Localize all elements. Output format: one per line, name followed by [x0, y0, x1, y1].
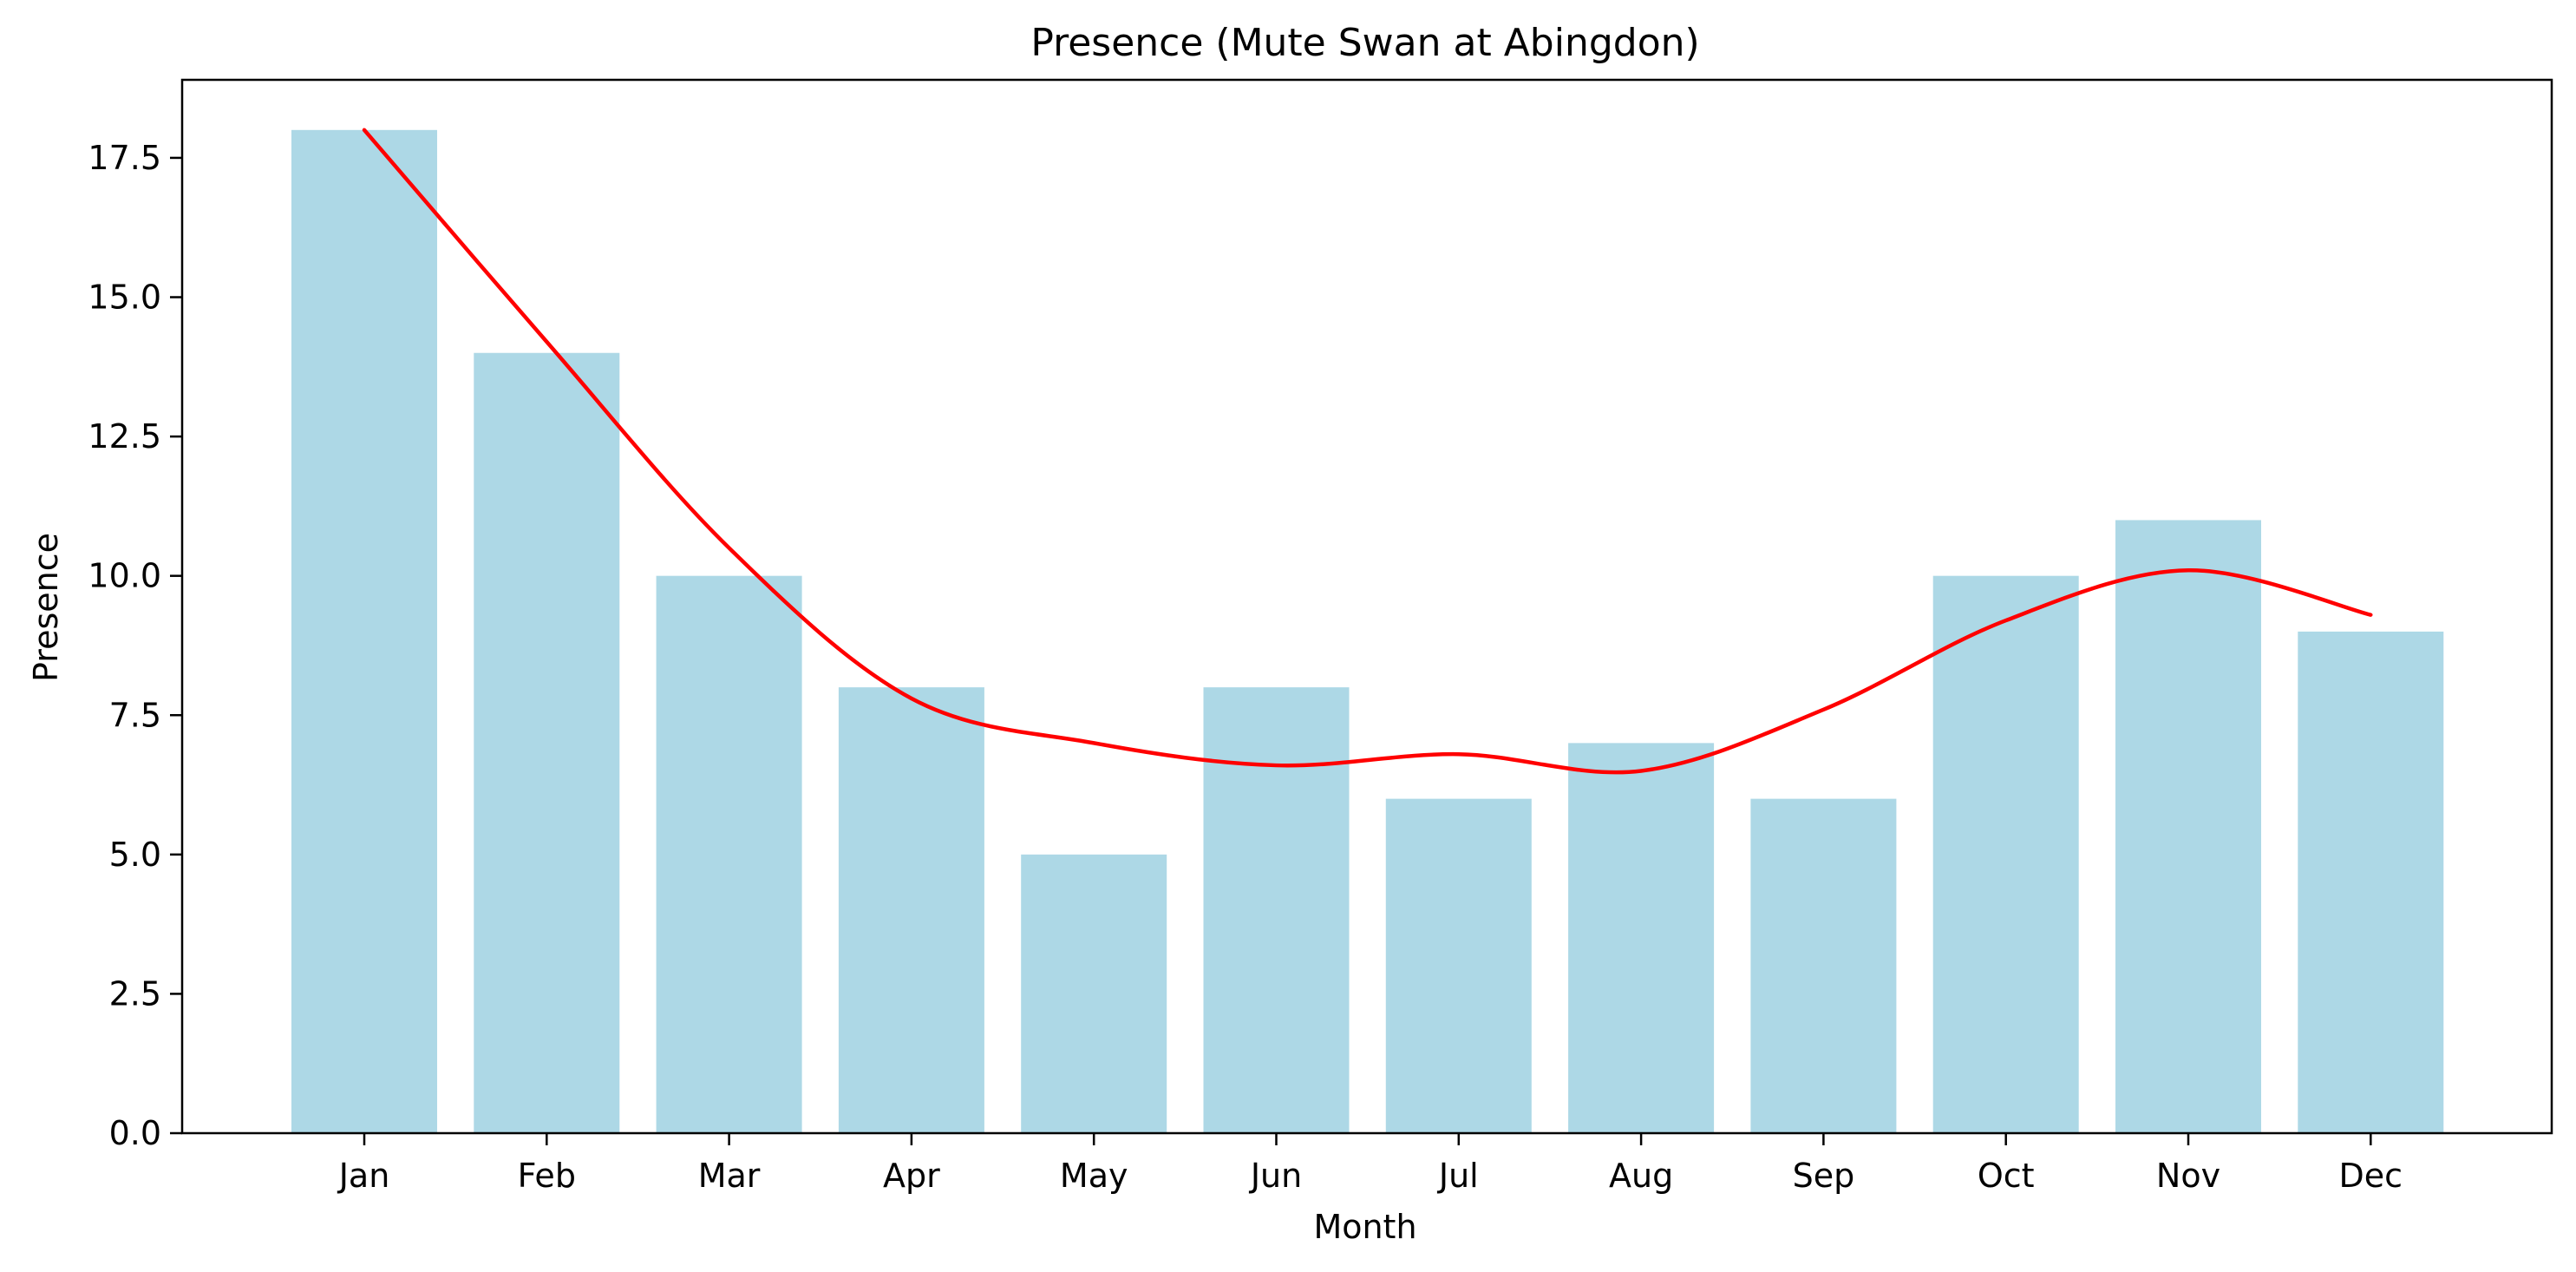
y-tick-label: 10.0 — [88, 557, 161, 595]
y-axis-label: Presence — [27, 533, 65, 682]
bar-mar — [656, 575, 802, 1133]
bar-nov — [2115, 520, 2261, 1133]
x-tick-label: Sep — [1793, 1157, 1855, 1195]
x-tick-label: Jul — [1437, 1157, 1479, 1195]
x-tick-label: Apr — [883, 1157, 940, 1195]
y-axis: 0.0 2.5 5.0 7.5 10.0 12.5 15.0 17.5 — [88, 139, 182, 1152]
x-tick-label: Jan — [337, 1157, 390, 1195]
bar-jul — [1385, 798, 1532, 1133]
y-tick-label: 15.0 — [88, 279, 161, 317]
bar-jan — [291, 129, 437, 1133]
chart-title: Presence (Mute Swan at Abingdon) — [1030, 21, 1699, 65]
y-tick-label: 7.5 — [109, 696, 161, 734]
bar-feb — [474, 352, 620, 1134]
plot-area — [291, 128, 2444, 1134]
y-tick-label: 17.5 — [88, 139, 161, 177]
y-tick-label: 0.0 — [109, 1114, 161, 1152]
bar-may — [1021, 854, 1167, 1133]
y-tick-label: 5.0 — [109, 836, 161, 874]
x-axis: Jan Feb Mar Apr May Jun Jul Aug Sep Oct Nov Dec — [337, 1133, 2403, 1195]
bar-sep — [1750, 798, 1897, 1133]
bar-dec — [2298, 631, 2444, 1133]
y-tick-label: 12.5 — [88, 417, 161, 456]
trend-line — [362, 128, 2373, 775]
bar-oct — [1932, 575, 2079, 1133]
x-axis-label: Month — [1313, 1208, 1416, 1246]
bar-aug — [1568, 743, 1715, 1133]
bar-jun — [1203, 687, 1350, 1133]
x-tick-label: Mar — [698, 1157, 761, 1195]
x-tick-label: Dec — [2339, 1157, 2403, 1195]
y-tick-label: 2.5 — [109, 974, 161, 1013]
x-tick-label: Aug — [1609, 1157, 1673, 1195]
plot-frame — [180, 78, 2553, 1135]
x-tick-label: Jun — [1249, 1157, 1302, 1195]
x-tick-label: Nov — [2156, 1157, 2220, 1195]
bar-apr — [838, 687, 984, 1133]
x-tick-label: Oct — [1978, 1157, 2035, 1195]
x-tick-label: Feb — [518, 1157, 576, 1195]
x-tick-label: May — [1060, 1157, 1128, 1195]
